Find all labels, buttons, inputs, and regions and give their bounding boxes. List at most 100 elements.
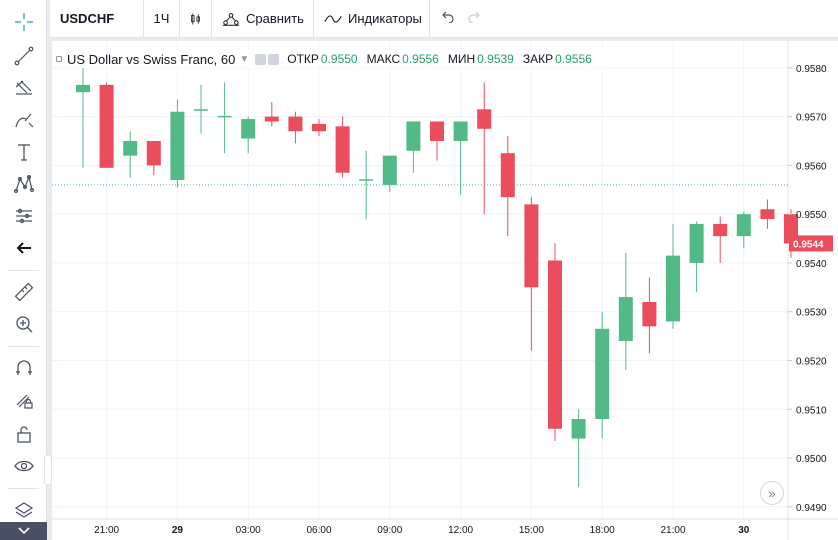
candle-body xyxy=(571,419,586,439)
candle xyxy=(288,111,303,144)
legend-open-value: 0.9550 xyxy=(320,52,358,66)
chart-pane[interactable]: 0.9580 0.9570 0.9560 0.9550 0.9540 0.9530 0.95… xyxy=(52,41,838,540)
candle xyxy=(146,140,161,176)
candle-body xyxy=(548,260,562,429)
time-axis[interactable]: 21:00 29 03:00 06:00 09:00 12:00 15:00 18:00 21:… xyxy=(94,525,750,536)
magnet-icon[interactable] xyxy=(0,352,47,384)
candle xyxy=(99,82,114,168)
candle xyxy=(453,121,468,195)
legend-buttons xyxy=(255,53,280,65)
candle xyxy=(713,216,728,263)
back-arrow-icon[interactable] xyxy=(0,232,47,264)
candle xyxy=(618,253,633,371)
candle-body xyxy=(595,328,610,420)
candle-body xyxy=(689,223,704,263)
brush-icon[interactable] xyxy=(0,104,47,136)
crosshair-icon[interactable] xyxy=(0,6,47,38)
candle xyxy=(689,221,704,293)
candles-icon xyxy=(190,13,201,24)
undo-icon[interactable] xyxy=(440,10,454,27)
candle xyxy=(571,409,586,488)
sidebar-separator xyxy=(8,346,39,347)
candle-body xyxy=(264,116,279,122)
pattern-icon[interactable] xyxy=(0,168,47,200)
legend-high-value: 0.9556 xyxy=(402,52,439,66)
candle-body xyxy=(217,115,232,118)
text-icon[interactable] xyxy=(0,136,47,168)
legend-low-value: 0.9539 xyxy=(477,52,514,66)
lock-icon[interactable] xyxy=(0,418,47,450)
candle-body xyxy=(760,209,775,220)
x-tick-label: 18:00 xyxy=(590,525,615,536)
candle xyxy=(430,121,444,161)
x-tick-label: 21:00 xyxy=(660,525,685,536)
candle xyxy=(241,116,256,154)
legend-settings-icon[interactable] xyxy=(268,53,280,65)
layers-icon[interactable] xyxy=(0,494,47,526)
indicators-label: Индикаторы xyxy=(348,11,422,26)
prediction-icon[interactable] xyxy=(0,200,47,232)
y-tick-label: 0.9530 xyxy=(796,308,827,319)
compare-button[interactable]: Сравнить xyxy=(212,0,314,38)
candle xyxy=(760,199,775,229)
candle-body xyxy=(524,204,539,288)
drawing-toolbar xyxy=(0,0,47,540)
legend-low-label: МИН xyxy=(447,52,476,66)
candle-body xyxy=(359,179,374,181)
sidebar-collapse-handle[interactable] xyxy=(44,455,52,485)
price-axis[interactable]: 0.9580 0.9570 0.9560 0.9550 0.9540 0.9530 0.95… xyxy=(788,64,827,514)
legend-caret-icon[interactable]: ▼ xyxy=(239,53,250,65)
candle-body xyxy=(312,123,326,132)
candle xyxy=(76,50,90,168)
y-tick-label: 0.9560 xyxy=(796,161,827,172)
scroll-to-realtime-button[interactable]: » xyxy=(760,481,784,505)
candle xyxy=(194,84,208,134)
compare-icon xyxy=(222,10,240,28)
candle xyxy=(736,211,751,249)
collapse-bottom-button[interactable] xyxy=(0,522,47,540)
candle-body xyxy=(406,121,421,151)
candle xyxy=(359,150,374,220)
x-tick-label: 06:00 xyxy=(306,525,331,536)
legend-close-label: ЗАКР xyxy=(522,52,554,66)
current-price-tag-box xyxy=(789,235,833,252)
x-tick-label: 03:00 xyxy=(236,525,261,536)
candle-body xyxy=(713,223,728,237)
lock-drawing-icon[interactable] xyxy=(0,384,47,416)
fib-icon[interactable] xyxy=(0,72,47,104)
series-legend: US Dollar vs Swiss Franc, 60 ▼ ОТКР 0.95… xyxy=(56,50,605,68)
candle xyxy=(217,82,232,154)
candle-body xyxy=(477,109,492,129)
candle-body xyxy=(500,153,515,198)
candle xyxy=(500,136,515,237)
candle xyxy=(477,82,492,215)
sidebar-separator xyxy=(8,270,39,271)
chart-type-button[interactable] xyxy=(180,0,212,38)
candle-body xyxy=(666,255,680,322)
ruler-icon[interactable] xyxy=(0,276,47,308)
candle-body xyxy=(99,84,114,168)
candle xyxy=(406,121,421,173)
candle-body xyxy=(146,140,161,166)
interval-label: 1Ч xyxy=(153,11,170,26)
y-tick-label: 0.9500 xyxy=(796,454,827,465)
legend-close-value: 0.9556 xyxy=(555,52,592,66)
interval-button[interactable]: 1Ч xyxy=(144,0,180,38)
trend-line-icon[interactable] xyxy=(0,40,47,72)
x-tick-label: 30 xyxy=(738,525,750,536)
indicators-button[interactable]: Индикаторы xyxy=(314,0,430,38)
symbol-label: USDCHF xyxy=(60,11,115,26)
price-chart[interactable]: 0.9580 0.9570 0.9560 0.9550 0.9540 0.9530 0.95… xyxy=(52,41,838,540)
redo-icon[interactable] xyxy=(468,10,482,27)
x-tick-label: 15:00 xyxy=(519,525,544,536)
candle xyxy=(548,243,562,441)
y-tick-label: 0.9540 xyxy=(796,259,827,270)
candle xyxy=(335,116,350,178)
eye-icon[interactable] xyxy=(0,450,47,482)
candle-body xyxy=(194,109,208,111)
candle-body xyxy=(618,297,633,341)
zoom-in-icon[interactable] xyxy=(0,308,47,340)
symbol-search[interactable]: USDCHF xyxy=(50,0,144,38)
legend-eye-icon[interactable] xyxy=(255,53,267,65)
legend-title: US Dollar vs Swiss Franc, 60 xyxy=(67,51,236,67)
